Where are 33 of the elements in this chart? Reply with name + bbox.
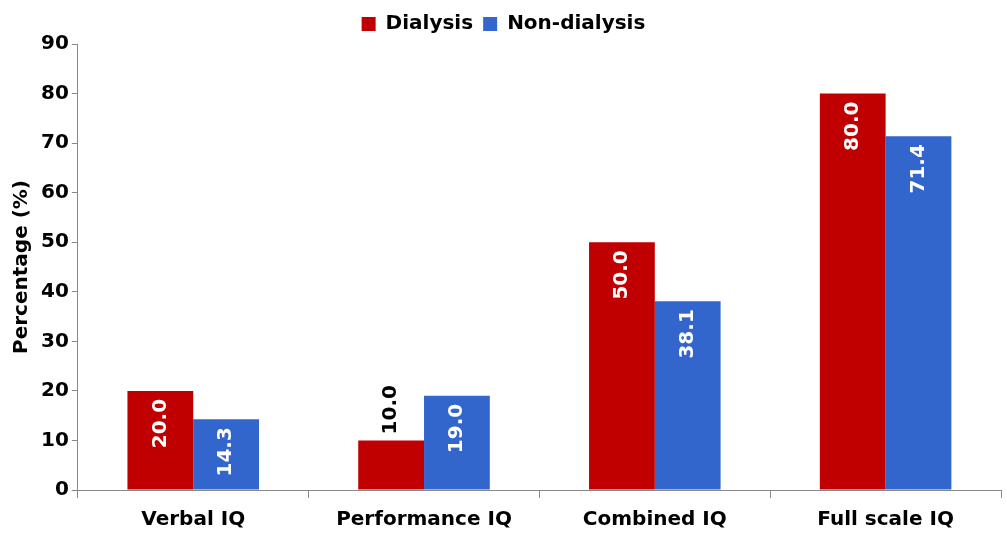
bar	[358, 440, 425, 490]
data-label: 20.0	[146, 398, 171, 449]
y-tick-label: 20	[40, 377, 69, 402]
x-tick-label: Full scale IQ	[817, 506, 954, 531]
data-label: 19.0	[443, 403, 468, 454]
y-tick-label: 40	[40, 277, 69, 302]
y-tick-label: 30	[40, 327, 69, 352]
data-label: 14.3	[212, 427, 237, 477]
x-tick-label: Performance IQ	[336, 506, 512, 531]
y-tick-label: 70	[40, 129, 69, 154]
bar	[654, 301, 721, 490]
y-tick-label: 90	[40, 30, 69, 55]
bar	[885, 136, 952, 490]
y-tick-label: 60	[40, 178, 69, 203]
bar	[424, 395, 490, 490]
bar	[127, 390, 194, 490]
bar	[193, 419, 259, 490]
y-tick-label: 0	[54, 476, 69, 501]
x-tick-label: Verbal IQ	[141, 506, 246, 531]
bar	[819, 93, 886, 490]
data-label: 10.0	[377, 385, 402, 435]
y-tick-label: 50	[40, 228, 69, 253]
data-label: 80.0	[838, 101, 863, 151]
legend-label: Dialysis	[385, 10, 474, 35]
y-axis-title: Percentage (%)	[8, 180, 33, 354]
y-tick-label: 80	[40, 79, 69, 104]
data-label: 50.0	[608, 250, 633, 300]
bar	[589, 242, 655, 490]
x-tick-label: Combined IQ	[582, 506, 727, 531]
data-label: 38.1	[673, 309, 698, 359]
legend-label: Non-dialysis	[507, 10, 646, 35]
data-label: 71.4	[904, 144, 929, 194]
y-tick-label: 10	[40, 426, 69, 451]
